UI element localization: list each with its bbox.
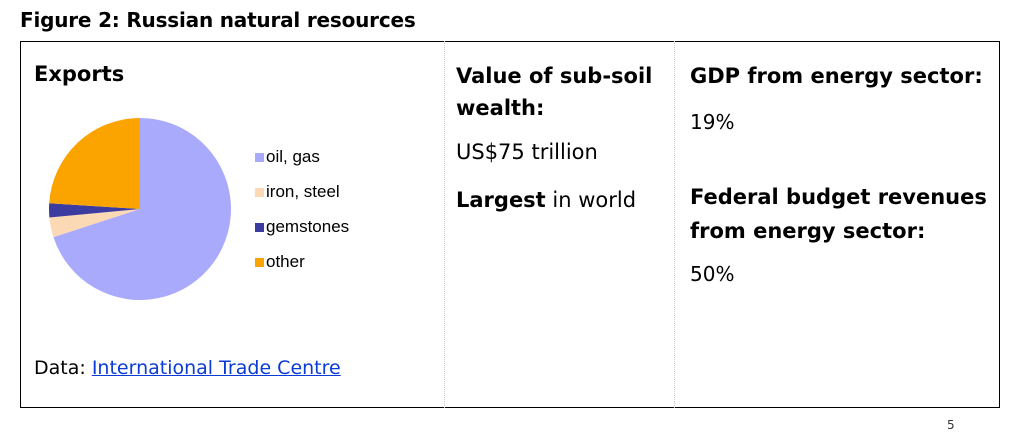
legend-item: other: [255, 251, 305, 273]
pie-slice-iron-steel: [49, 209, 140, 238]
figure-frame: [20, 41, 1000, 408]
legend-item: oil, gas: [255, 146, 320, 168]
legend-label: gemstones: [266, 217, 350, 236]
subsoil-heading: Value of sub-soil wealth:: [456, 64, 653, 120]
column-divider: [674, 41, 675, 408]
exports-title: Exports: [34, 62, 125, 86]
gdp-value: 19%: [690, 110, 735, 134]
legend-swatch: [255, 187, 264, 197]
exports-pie-chart: [48, 117, 231, 300]
legend-swatch: [255, 257, 264, 267]
legend-item: gemstones: [255, 216, 349, 238]
page-number: 5: [947, 418, 955, 432]
subsoil-largest: Largest in world: [456, 188, 636, 212]
data-source: Data: International Trade Centre: [34, 357, 341, 379]
largest-bold: Largest: [456, 188, 546, 212]
pie-slice-oil-gas: [53, 118, 231, 300]
budget-value: 50%: [690, 262, 735, 286]
legend-item: iron, steel: [255, 181, 340, 203]
pie-slice-gemstones: [48, 203, 140, 218]
figure-title: Figure 2: Russian natural resources: [20, 8, 416, 32]
itc-link[interactable]: International Trade Centre: [91, 357, 341, 379]
pie-slice-other: [49, 117, 140, 209]
legend-label: oil, gas: [266, 147, 320, 166]
data-source-prefix: Data:: [34, 357, 92, 379]
gdp-heading: GDP from energy sector:: [690, 64, 983, 88]
legend-label: iron, steel: [266, 182, 340, 201]
legend-swatch: [255, 152, 264, 162]
legend-swatch: [255, 222, 264, 232]
subsoil-value: US$75 trillion: [456, 140, 598, 164]
column-divider: [444, 41, 445, 408]
budget-heading: Federal budget revenues from energy sect…: [690, 185, 987, 243]
legend-label: other: [266, 252, 305, 271]
largest-rest: in world: [545, 188, 637, 212]
